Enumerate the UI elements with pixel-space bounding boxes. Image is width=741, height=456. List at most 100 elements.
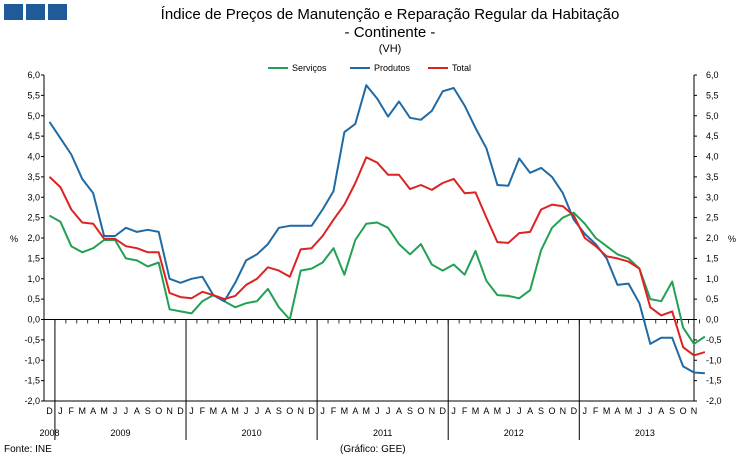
month-label: S	[407, 406, 413, 416]
year-label: 2011	[373, 428, 392, 438]
month-label: J	[189, 406, 194, 416]
y-tick-label-right: -0,5	[706, 335, 722, 345]
gee-logo-icon	[4, 4, 67, 20]
y-tick-label-right: 5,5	[706, 90, 719, 100]
month-label: M	[625, 406, 633, 416]
month-label: N	[429, 406, 436, 416]
month-label: J	[244, 406, 249, 416]
y-tick-label-left: 1,5	[27, 253, 40, 263]
y-tick-label-left: 5,0	[27, 111, 40, 121]
month-label: J	[506, 406, 511, 416]
y-tick-label-left: 4,0	[27, 152, 40, 162]
y-tick-label-left: 0,0	[27, 315, 40, 325]
month-label: O	[155, 406, 162, 416]
legend-label: Serviços	[292, 63, 327, 73]
month-label: A	[658, 406, 664, 416]
y-tick-label-right: 1,5	[706, 253, 719, 263]
y-tick-label-right: 0,0	[706, 315, 719, 325]
month-label: J	[58, 406, 63, 416]
y-tick-label-left: 5,5	[27, 90, 40, 100]
y-tick-label-left: 2,5	[27, 213, 40, 223]
y-tick-label-left: 4,5	[27, 131, 40, 141]
month-label: A	[396, 406, 402, 416]
month-label: A	[483, 406, 489, 416]
month-label: O	[286, 406, 293, 416]
month-label: F	[200, 406, 206, 416]
series-line-servios	[49, 211, 706, 345]
month-label: A	[352, 406, 358, 416]
y-tick-label-right: -1,5	[706, 376, 722, 386]
y-tick-label-left: 1,0	[27, 274, 40, 284]
y-tick-label-left: -1,5	[24, 376, 40, 386]
month-label: S	[538, 406, 544, 416]
year-label: 2010	[242, 428, 262, 438]
month-label: M	[210, 406, 218, 416]
month-label: S	[669, 406, 675, 416]
month-label: A	[90, 406, 96, 416]
month-label: N	[166, 406, 173, 416]
month-label: J	[320, 406, 325, 416]
month-label: M	[231, 406, 239, 416]
logo-block-3	[48, 4, 67, 20]
month-label: S	[276, 406, 282, 416]
y-tick-label-right: 6,0	[706, 70, 719, 80]
month-label: N	[297, 406, 304, 416]
year-label: 2012	[504, 428, 524, 438]
source-note: Fonte: INE	[4, 444, 52, 455]
chart-unit: (VH)	[378, 43, 402, 55]
month-label: M	[603, 406, 611, 416]
chart-header: Índice de Preços de Manutenção e Reparaç…	[110, 6, 670, 56]
legend-label: Produtos	[374, 63, 411, 73]
month-label: D	[177, 406, 184, 416]
year-label: 2013	[635, 428, 655, 438]
month-label: A	[221, 406, 227, 416]
y-tick-label-right: 2,5	[706, 213, 719, 223]
y-tick-label-left: -0,5	[24, 335, 40, 345]
month-label: A	[527, 406, 533, 416]
month-label: J	[517, 406, 522, 416]
legend-label: Total	[452, 63, 471, 73]
month-label: A	[615, 406, 621, 416]
y-tick-label-right: 3,5	[706, 172, 719, 182]
month-label: J	[583, 406, 588, 416]
month-label: M	[100, 406, 108, 416]
month-label: J	[124, 406, 129, 416]
month-label: M	[494, 406, 502, 416]
month-label: D	[46, 406, 53, 416]
y-tick-label-right: 4,0	[706, 152, 719, 162]
y-tick-label-right: 0,5	[706, 294, 719, 304]
chart-title: Índice de Preços de Manutenção e Reparaç…	[160, 6, 620, 23]
month-label: J	[648, 406, 653, 416]
month-label: J	[386, 406, 391, 416]
month-label: M	[363, 406, 371, 416]
month-label: J	[451, 406, 456, 416]
y-tick-label-right: 3,0	[706, 192, 719, 202]
month-label: A	[265, 406, 271, 416]
month-label: M	[341, 406, 349, 416]
logo-block-2	[26, 4, 45, 20]
month-label: M	[472, 406, 480, 416]
credit-note: (Gráfico: GEE)	[340, 444, 406, 455]
year-label: 2009	[110, 428, 130, 438]
y-tick-label-left: 0,5	[27, 294, 40, 304]
y-tick-label-right: 4,5	[706, 131, 719, 141]
month-label: J	[637, 406, 642, 416]
y-tick-label-right: 2,0	[706, 233, 719, 243]
y-axis-label-right: %	[728, 234, 736, 244]
month-label: D	[571, 406, 578, 416]
y-tick-label-left: -1,0	[24, 355, 40, 365]
month-label: J	[113, 406, 118, 416]
month-label: F	[69, 406, 75, 416]
y-tick-label-right: 5,0	[706, 111, 719, 121]
month-label: N	[560, 406, 567, 416]
month-label: N	[691, 406, 698, 416]
y-tick-label-left: -2,0	[24, 396, 40, 406]
logo-block-1	[4, 4, 23, 20]
month-label: M	[78, 406, 86, 416]
series-line-total	[48, 156, 706, 357]
month-label: D	[308, 406, 315, 416]
month-label: J	[375, 406, 380, 416]
month-label: A	[134, 406, 140, 416]
month-label: J	[255, 406, 260, 416]
